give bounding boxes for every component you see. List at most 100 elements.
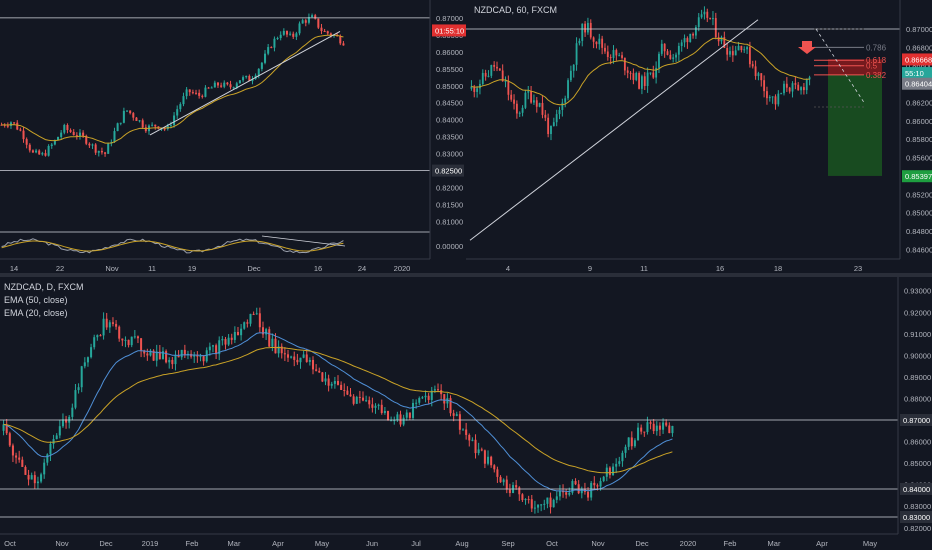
p1-candle <box>276 38 279 40</box>
p2-candle <box>521 107 524 113</box>
p3-x-tick: Apr <box>816 539 828 548</box>
p1-candle <box>144 127 147 132</box>
p3-candle <box>74 390 77 408</box>
p1-candle <box>285 30 288 35</box>
chart-svg-top-left[interactable]: 0.000000.870000.865000.860000.855000.850… <box>0 0 466 273</box>
p2-candle <box>564 98 567 103</box>
p3-x-tick: Jun <box>366 539 378 548</box>
chart-panel-top-left[interactable]: 0.000000.870000.865000.860000.855000.850… <box>0 0 466 273</box>
p3-candle <box>8 433 11 446</box>
p3-candle <box>271 338 274 347</box>
p2-candle <box>683 38 686 43</box>
p3-candle <box>255 313 258 315</box>
p3-candle <box>86 357 89 363</box>
p2-candle <box>689 33 692 43</box>
p3-candle <box>599 481 602 487</box>
p3-candle <box>36 481 39 484</box>
p2-candle <box>578 40 581 44</box>
p1-level-badge: 0.82500 <box>435 167 462 176</box>
p2-candle <box>754 66 757 77</box>
chart-svg-bottom[interactable]: 0.93000 0.92000 0.91000 0.90000 0.89000 0.880… <box>0 277 932 550</box>
chart-svg-top-right[interactable]: 0.7860.6180.50.3820.870000.868000.866000… <box>466 0 932 273</box>
p3-candle <box>202 356 205 362</box>
p3-x-tick: Feb <box>186 539 199 548</box>
p1-candle <box>13 122 16 124</box>
p2-candle <box>714 18 717 38</box>
p3-candle <box>18 457 21 460</box>
p3-candle <box>562 490 565 493</box>
p2-price-badge-bg <box>902 53 932 66</box>
p2-candle <box>757 73 760 77</box>
p3-candle <box>152 350 155 361</box>
p2-candle <box>740 45 743 51</box>
p1-price-badge: 01:55:10 <box>435 26 464 35</box>
p1-candle <box>60 132 63 137</box>
p2-y-tick: 0.84800 <box>906 227 932 236</box>
p3-level-badge-lower: 0.83000 <box>903 513 930 522</box>
p3-candle <box>33 475 36 484</box>
p3-x-tick: Mar <box>228 539 241 548</box>
p3-candle <box>430 390 433 400</box>
p3-candle <box>658 425 661 430</box>
p3-ema20-line <box>3 332 673 493</box>
p3-candle <box>274 338 277 354</box>
p3-candle <box>299 357 302 363</box>
p3-candle <box>324 378 327 382</box>
p2-candle <box>751 64 754 67</box>
chart-panel-bottom[interactable]: 0.93000 0.92000 0.91000 0.90000 0.89000 0.880… <box>0 277 932 550</box>
p2-candle <box>541 102 544 115</box>
p3-candle <box>458 414 461 430</box>
p1-candle <box>289 33 292 35</box>
p3-candle <box>433 389 436 391</box>
p3-candle <box>537 504 540 508</box>
p2-candle <box>604 47 606 52</box>
p3-candle <box>490 456 493 466</box>
p3-candle <box>311 359 315 370</box>
p3-candle <box>305 354 308 362</box>
p2-candle <box>618 55 621 57</box>
p1-candle <box>307 17 310 23</box>
p3-candle <box>258 313 261 328</box>
p3-candle <box>83 362 86 367</box>
p1-candle <box>314 15 317 19</box>
p2-candle <box>552 122 555 127</box>
p2-candle <box>785 83 788 88</box>
p1-candle <box>311 15 314 18</box>
p3-candle <box>249 313 252 324</box>
p2-candle <box>535 100 538 107</box>
p2-y-tick: 0.86800 <box>906 43 932 52</box>
p3-candle <box>77 387 80 391</box>
legend-ema-20[interactable]: EMA (20, close) <box>4 308 68 318</box>
p3-candle <box>546 497 549 504</box>
p3-candle <box>105 318 108 328</box>
p3-candle <box>555 496 558 500</box>
p3-candle <box>440 390 443 395</box>
p3-candle <box>452 413 455 416</box>
p1-candle <box>191 92 194 94</box>
p1-candle <box>173 115 176 126</box>
p2-x-tick: 23 <box>854 264 862 273</box>
p2-candle <box>640 76 643 89</box>
p2-candle <box>598 38 601 45</box>
p1-candle <box>66 125 69 131</box>
chart-panel-top-right[interactable]: 0.786 0.618 0.5 0.382 0.87000 0.86800 0.86600 0… <box>466 0 932 273</box>
p3-candle <box>358 396 361 398</box>
p3-candle <box>483 450 486 464</box>
legend-ema-50[interactable]: EMA (50, close) <box>4 295 68 305</box>
p2-y-tick: 0.86000 <box>906 117 932 126</box>
p2-candle <box>496 66 498 69</box>
p2-candle <box>697 17 700 27</box>
p2-y-tick: 0.85600 <box>906 154 932 163</box>
p2-candle <box>612 50 615 59</box>
p3-candle <box>615 463 618 467</box>
p2-candle <box>530 91 533 103</box>
p2-fib-label: 0.618 <box>866 56 887 65</box>
p3-y-tick: 0.86000 <box>904 438 931 447</box>
p2-candle <box>660 43 663 54</box>
p1-candle <box>107 143 110 154</box>
p1-candle <box>210 87 213 89</box>
p2-x-tick: 16 <box>716 264 724 273</box>
p2-candle <box>766 91 768 99</box>
p3-candle <box>180 349 183 358</box>
p3-candle <box>286 354 290 358</box>
